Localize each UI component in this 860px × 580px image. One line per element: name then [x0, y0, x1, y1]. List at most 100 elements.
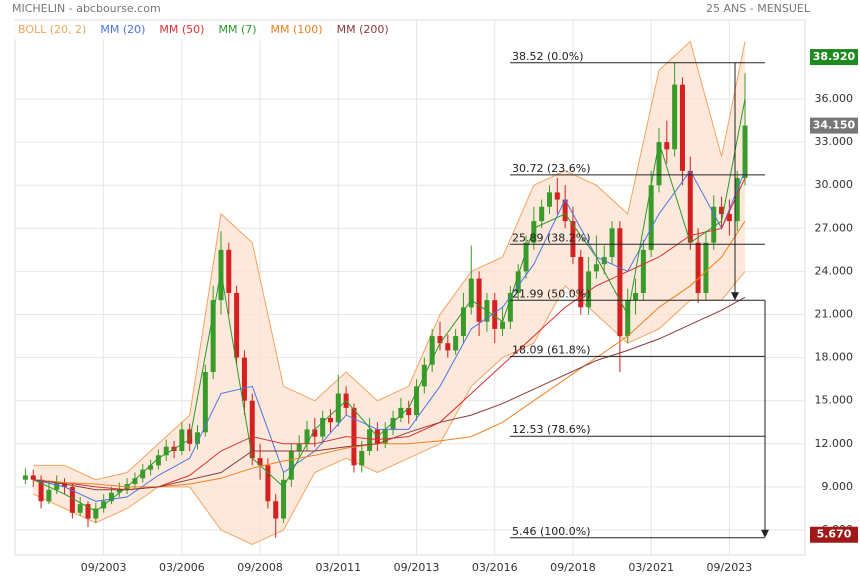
candle-body: [562, 199, 568, 222]
x-tick-label: 09/2023: [707, 561, 753, 574]
bollinger-lower: [33, 271, 746, 545]
y-tick-label: 36.000: [815, 92, 854, 105]
candle-body: [617, 228, 623, 337]
candle-body: [687, 170, 693, 243]
candle-body: [54, 482, 60, 490]
bollinger-upper: [33, 40, 746, 481]
candle-body: [500, 321, 506, 329]
candle-body: [312, 429, 318, 437]
y-tick-label: 24.000: [815, 264, 854, 277]
candle-body: [210, 300, 216, 372]
candle-body: [281, 479, 287, 519]
candle-body: [304, 429, 310, 444]
candle-body: [656, 142, 662, 186]
candle-body: [703, 242, 709, 293]
candle-body: [288, 450, 294, 480]
candle-body: [30, 475, 36, 480]
y-tick-label: 15.000: [815, 394, 854, 407]
fib-label: 38.52 (0.0%): [512, 50, 584, 63]
x-tick-label: 09/2013: [394, 561, 440, 574]
price-marker-label: 38.920: [813, 50, 856, 63]
candle-body: [351, 407, 357, 466]
candle-body: [187, 429, 193, 444]
candle-body: [648, 185, 654, 250]
candle-body: [320, 417, 326, 437]
candle-body: [46, 489, 52, 502]
price-marker: [810, 49, 858, 66]
candle-body: [633, 292, 639, 301]
candle-body: [578, 257, 584, 308]
candle-body: [460, 307, 466, 337]
y-tick-label: 9.000: [822, 480, 854, 493]
y-tick-label: 33.000: [815, 135, 854, 148]
candle-body: [429, 336, 435, 365]
y-tick-label: 30.000: [815, 178, 854, 191]
candle-body: [367, 429, 373, 451]
candle-body: [719, 206, 725, 214]
candle-body: [85, 504, 91, 519]
price-marker: [810, 117, 858, 134]
chart-title: MICHELIN - abcbourse.com: [12, 2, 161, 15]
y-tick-label: 21.000: [815, 308, 854, 321]
candle-body: [640, 249, 646, 293]
candle-body: [93, 508, 99, 519]
fib-label: 21.99 (50.0%): [512, 287, 591, 300]
candle-body: [390, 417, 396, 430]
candle-body: [664, 142, 670, 150]
candle-body: [77, 504, 83, 513]
legend-entry: MM (100): [271, 23, 323, 36]
candle-body: [586, 271, 592, 308]
candle-body: [265, 465, 271, 502]
candle-body: [155, 455, 161, 466]
candle-body: [437, 336, 443, 344]
candle-body: [38, 479, 44, 502]
legend-entry: MM (200): [337, 23, 389, 36]
candle-body: [726, 213, 732, 222]
candle-body: [492, 300, 498, 329]
candle-body: [468, 278, 474, 308]
candle-body: [195, 432, 201, 444]
candle-body: [679, 84, 685, 171]
candle-body: [116, 489, 122, 493]
price-marker-label: 5.670: [817, 528, 852, 541]
moving-average: [33, 169, 746, 502]
candle-body: [507, 292, 513, 322]
price-marker: [810, 526, 858, 543]
candle-body: [327, 417, 333, 423]
candle-body: [22, 475, 28, 480]
candle-body: [163, 446, 169, 456]
x-tick-label: 03/2021: [628, 561, 674, 574]
candle-body: [257, 458, 263, 466]
candle-body: [62, 482, 68, 487]
x-tick-label: 09/2018: [550, 561, 596, 574]
candle-body: [546, 192, 552, 207]
candle-body: [593, 264, 599, 272]
x-tick-label: 03/2011: [315, 561, 361, 574]
chart-subtitle: 25 ANS - MENSUEL: [706, 2, 811, 15]
fib-arrowhead: [731, 292, 739, 301]
candle-body: [69, 486, 75, 513]
candle-body: [672, 84, 678, 150]
candle-body: [523, 242, 529, 272]
candle-body: [742, 125, 748, 179]
y-tick-label: 27.000: [815, 221, 854, 234]
x-tick-label: 09/2008: [237, 561, 283, 574]
candle-body: [148, 465, 154, 470]
candle-body: [398, 407, 404, 418]
price-marker-label: 34.150: [813, 119, 856, 132]
fib-label: 5.46 (100.0%): [512, 525, 591, 538]
fib-label: 18.09 (61.8%): [512, 343, 591, 356]
candle-body: [218, 249, 224, 301]
candle-body: [140, 469, 146, 479]
moving-average: [33, 98, 746, 512]
y-tick-label: 18.000: [815, 351, 854, 364]
fib-label: 30.72 (23.6%): [512, 162, 591, 175]
plot-frame: [14, 19, 806, 556]
candle-body: [406, 407, 412, 416]
legend-entry: MM (7): [218, 23, 256, 36]
candle-body: [414, 386, 420, 416]
candle-body: [249, 400, 255, 459]
candle-body: [515, 271, 521, 293]
candle-body: [711, 206, 717, 243]
